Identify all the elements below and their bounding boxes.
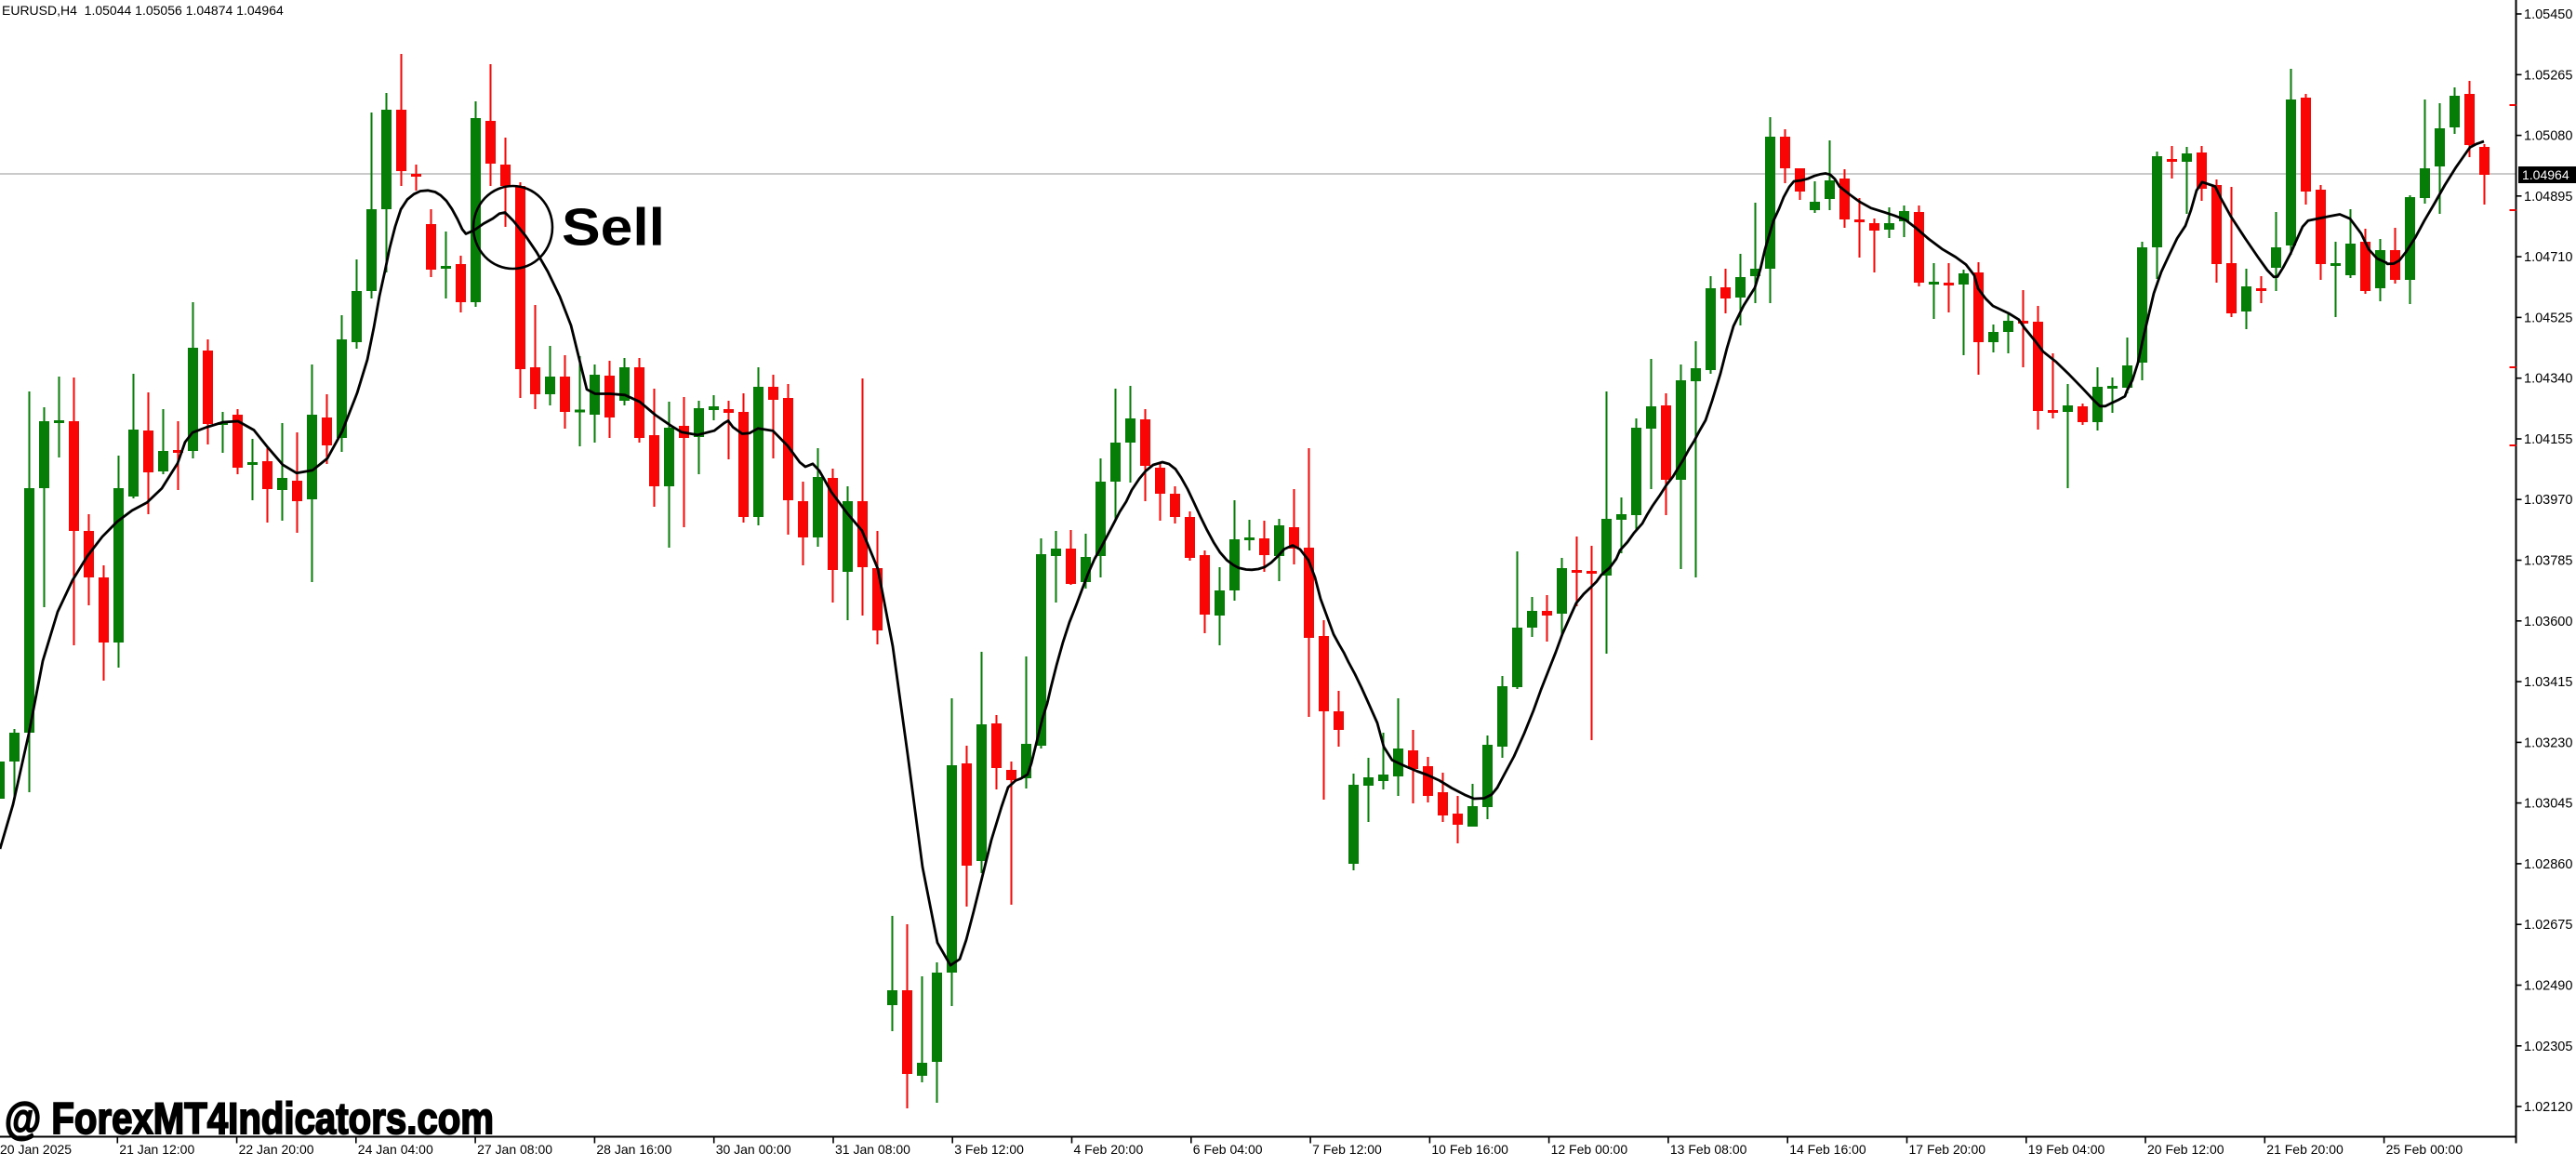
svg-text:1.02120: 1.02120 [2524, 1100, 2572, 1115]
svg-text:1.04340: 1.04340 [2524, 372, 2572, 387]
svg-text:1.04964: 1.04964 [2522, 167, 2569, 182]
svg-text:10 Feb 16:00: 10 Feb 16:00 [1431, 1142, 1508, 1157]
svg-text:6 Feb 04:00: 6 Feb 04:00 [1193, 1142, 1263, 1157]
svg-text:1.03970: 1.03970 [2524, 493, 2572, 508]
svg-text:1.03415: 1.03415 [2524, 675, 2572, 690]
svg-text:19 Feb 04:00: 19 Feb 04:00 [2028, 1142, 2105, 1157]
svg-text:24 Jan 04:00: 24 Jan 04:00 [358, 1142, 433, 1157]
svg-text:1.02675: 1.02675 [2524, 918, 2572, 933]
svg-text:1.05265: 1.05265 [2524, 68, 2572, 83]
svg-text:28 Jan 16:00: 28 Jan 16:00 [596, 1142, 671, 1157]
svg-text:20 Feb 12:00: 20 Feb 12:00 [2147, 1142, 2224, 1157]
svg-text:Sell: Sell [562, 198, 665, 258]
svg-text:1.02305: 1.02305 [2524, 1040, 2572, 1054]
svg-text:27 Jan 08:00: 27 Jan 08:00 [477, 1142, 552, 1157]
svg-text:1.02490: 1.02490 [2524, 979, 2572, 994]
svg-text:1.04710: 1.04710 [2524, 250, 2572, 265]
svg-text:21 Jan 12:00: 21 Jan 12:00 [119, 1142, 194, 1157]
svg-text:31 Jan 08:00: 31 Jan 08:00 [835, 1142, 910, 1157]
svg-text:20 Jan 2025: 20 Jan 2025 [0, 1142, 72, 1157]
svg-text:22 Jan 20:00: 22 Jan 20:00 [239, 1142, 314, 1157]
svg-text:1.03230: 1.03230 [2524, 735, 2572, 750]
svg-text:1.03045: 1.03045 [2524, 797, 2572, 812]
svg-text:@ ForexMT4Indicators.com: @ ForexMT4Indicators.com [5, 1093, 494, 1143]
svg-text:7 Feb 12:00: 7 Feb 12:00 [1312, 1142, 1382, 1157]
svg-text:1.04895: 1.04895 [2524, 190, 2572, 205]
svg-text:4 Feb 20:00: 4 Feb 20:00 [1074, 1142, 1144, 1157]
svg-text:3 Feb 12:00: 3 Feb 12:00 [954, 1142, 1024, 1157]
svg-text:1.04155: 1.04155 [2524, 432, 2572, 447]
svg-text:25 Feb 00:00: 25 Feb 00:00 [2386, 1142, 2463, 1157]
svg-text:1.03600: 1.03600 [2524, 615, 2572, 629]
svg-text:1.04525: 1.04525 [2524, 311, 2572, 325]
svg-text:1.05450: 1.05450 [2524, 7, 2572, 22]
svg-text:1.02860: 1.02860 [2524, 857, 2572, 872]
svg-text:14 Feb 16:00: 14 Feb 16:00 [1789, 1142, 1866, 1157]
svg-text:12 Feb 00:00: 12 Feb 00:00 [1551, 1142, 1628, 1157]
svg-text:13 Feb 08:00: 13 Feb 08:00 [1670, 1142, 1747, 1157]
svg-text:1.05080: 1.05080 [2524, 129, 2572, 144]
svg-text:1.03785: 1.03785 [2524, 554, 2572, 569]
svg-text:30 Jan 00:00: 30 Jan 00:00 [716, 1142, 791, 1157]
svg-text:21 Feb 20:00: 21 Feb 20:00 [2266, 1142, 2344, 1157]
svg-text:17 Feb 20:00: 17 Feb 20:00 [1909, 1142, 1986, 1157]
svg-text:EURUSD,H4 1.05044 1.05056 1.0: EURUSD,H4 1.05044 1.05056 1.04874 1.0496… [2, 3, 284, 18]
